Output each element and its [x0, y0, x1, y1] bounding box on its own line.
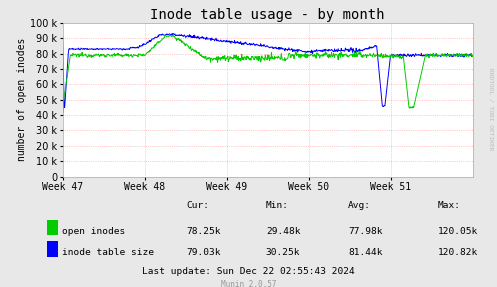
Text: Cur:: Cur: — [186, 201, 209, 210]
Text: Last update: Sun Dec 22 02:55:43 2024: Last update: Sun Dec 22 02:55:43 2024 — [142, 267, 355, 276]
Text: Max:: Max: — [437, 201, 460, 210]
Y-axis label: number of open inodes: number of open inodes — [17, 38, 27, 161]
Text: 79.03k: 79.03k — [186, 248, 221, 257]
Text: 120.05k: 120.05k — [437, 226, 478, 236]
Text: Munin 2.0.57: Munin 2.0.57 — [221, 280, 276, 287]
Text: inode table size: inode table size — [62, 248, 154, 257]
Text: 81.44k: 81.44k — [348, 248, 382, 257]
Text: 78.25k: 78.25k — [186, 226, 221, 236]
Text: 29.48k: 29.48k — [266, 226, 300, 236]
Title: Inode table usage - by month: Inode table usage - by month — [151, 8, 385, 22]
Text: RRDTOOL / TOBI OETIKER: RRDTOOL / TOBI OETIKER — [489, 68, 494, 150]
Text: open inodes: open inodes — [62, 226, 125, 236]
Text: Min:: Min: — [266, 201, 289, 210]
Text: 120.82k: 120.82k — [437, 248, 478, 257]
Text: Avg:: Avg: — [348, 201, 371, 210]
Text: 77.98k: 77.98k — [348, 226, 382, 236]
Text: 30.25k: 30.25k — [266, 248, 300, 257]
